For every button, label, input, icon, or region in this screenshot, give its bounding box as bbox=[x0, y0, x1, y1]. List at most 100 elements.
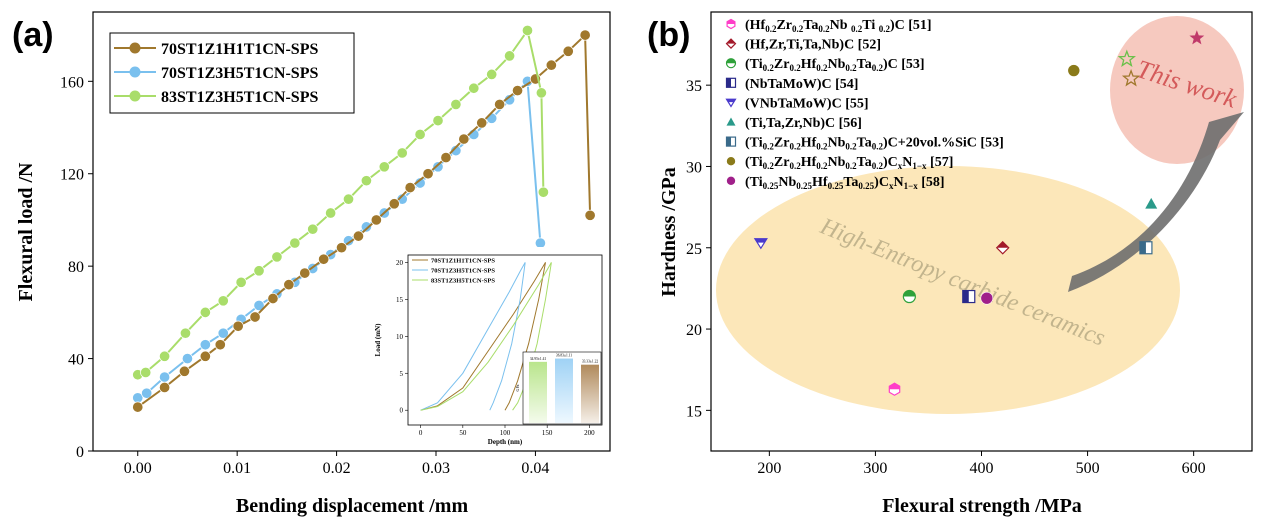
data-point-83ST1Z3H5T1CN-SPS bbox=[342, 193, 355, 205]
data-point-70ST1Z3H5T1CN-SPS bbox=[450, 145, 462, 157]
data-point-83ST1Z3H5T1CN-SPS bbox=[486, 68, 498, 80]
panel-b-ytick-label: 20 bbox=[686, 322, 702, 339]
inset-ytick-label: 10 bbox=[396, 333, 404, 341]
data-point-70ST1Z1H1T1CN-SPS bbox=[214, 339, 226, 351]
panel-b: (b) High-Entropy carbide ceramics This w… bbox=[647, 11, 1253, 517]
legend-label-70ST1Z1H1T1CN-SPS: 70ST1Z1H1T1CN-SPS bbox=[161, 41, 318, 58]
panel-b-ytick-label: 15 bbox=[686, 403, 702, 420]
data-point-83ST1Z3H5T1CN-SPS bbox=[307, 223, 319, 235]
legend-marker-sic-fill bbox=[726, 137, 731, 147]
panel-a-xtick-label: 0.00 bbox=[124, 460, 152, 477]
data-point-70ST1Z1H1T1CN-SPS bbox=[370, 214, 382, 226]
legend-marker-hfzr-fill bbox=[726, 39, 736, 44]
panel-a-legend-items: 70ST1Z1H1T1CN-SPS 70ST1Z3H5T1CN-SPS 83ST1Z… bbox=[114, 41, 318, 106]
data-point-70ST1Z3H5T1CN-SPS bbox=[360, 221, 372, 233]
legend-marker-83ST1Z3H5T1CN-SPS bbox=[129, 90, 141, 102]
marker-titazr-shape bbox=[1145, 197, 1158, 209]
inset-xlabel: Depth (nm) bbox=[488, 438, 523, 446]
data-point-83ST1Z3H5T1CN-SPS bbox=[235, 276, 247, 288]
panel-b-xtick-label: 500 bbox=[1076, 460, 1100, 477]
marker-nbta-fill bbox=[962, 290, 969, 303]
panel-a-label: (a) bbox=[12, 16, 54, 54]
inset-ytick-label: 0 bbox=[400, 407, 404, 415]
inset-loading-curve-83ST1Z3H5T1CN-SPS bbox=[420, 262, 552, 411]
data-point-83ST1Z3H5T1CN-SPS bbox=[396, 147, 408, 159]
inset-xtick-label: 200 bbox=[584, 429, 595, 437]
inset-xtick-label: 0 bbox=[419, 429, 423, 437]
marker-cn57-shape bbox=[1067, 64, 1081, 77]
panel-a-ticks: 0.00 0.01 0.02 0.03 0.04 0 40 80 120 160 bbox=[60, 74, 549, 477]
legend-marker-70ST1Z1H1T1CN-SPS bbox=[129, 42, 141, 54]
data-point-83ST1Z3H5T1CN-SPS bbox=[432, 115, 444, 127]
data-point-70ST1Z1H1T1CN-SPS bbox=[178, 365, 191, 377]
inset-xtick-label: 150 bbox=[542, 429, 553, 437]
data-point-70ST1Z1H1T1CN-SPS bbox=[584, 209, 596, 221]
marker-ti53 bbox=[902, 289, 916, 304]
marker-vnb-fill bbox=[754, 238, 767, 243]
data-point-83ST1Z3H5T1CN-SPS bbox=[378, 161, 390, 173]
panel-a-ytick-label: 160 bbox=[60, 74, 84, 91]
data-point-83ST1Z3H5T1CN-SPS bbox=[159, 350, 171, 362]
data-point-83ST1Z3H5T1CN-SPS bbox=[535, 87, 547, 99]
data-point-70ST1Z1H1T1CN-SPS bbox=[249, 311, 261, 323]
data-point-70ST1Z3H5T1CN-SPS bbox=[217, 327, 229, 339]
data-point-83ST1Z3H5T1CN-SPS bbox=[253, 265, 265, 277]
legend-marker-cn58-shape bbox=[726, 176, 736, 186]
panel-b-legend: (Hf0.2Zr0.2Ta0.2Nb 0.2Ti 0.2)C [51] (Hf,Z… bbox=[725, 18, 1004, 191]
inset-bar bbox=[529, 361, 547, 423]
inset-unloading-curve-70ST1Z3H5T1CN-SPS bbox=[489, 262, 526, 411]
data-point-83ST1Z3H5T1CN-SPS bbox=[140, 366, 152, 378]
marker-sic bbox=[1139, 241, 1153, 255]
inset-loading-curve-70ST1Z3H5T1CN-SPS bbox=[420, 262, 526, 411]
data-point-83ST1Z3H5T1CN-SPS bbox=[414, 128, 426, 141]
data-point-83ST1Z3H5T1CN-SPS bbox=[289, 237, 301, 249]
data-point-83ST1Z3H5T1CN-SPS bbox=[450, 98, 462, 110]
inset-ytick-label: 15 bbox=[396, 296, 404, 304]
marker-this1-shape bbox=[1189, 30, 1205, 45]
legend-marker-vnb bbox=[725, 98, 737, 108]
data-point-70ST1Z1H1T1CN-SPS bbox=[458, 133, 470, 145]
data-point-83ST1Z3H5T1CN-SPS bbox=[199, 306, 211, 318]
inset-legend: 70ST1Z1H1T1CN-SPS 70ST1Z3H5T1CN-SPS 83ST1Z… bbox=[412, 258, 495, 285]
marker-hf-fill bbox=[889, 383, 900, 390]
panel-a-ytick-label: 80 bbox=[68, 259, 84, 276]
inset-bar-label: 36.83±1.11 bbox=[556, 354, 572, 358]
data-point-70ST1Z1H1T1CN-SPS bbox=[476, 117, 488, 129]
marker-this3-shape bbox=[1121, 69, 1141, 87]
data-point-83ST1Z3H5T1CN-SPS bbox=[468, 82, 480, 94]
marker-this2 bbox=[1117, 49, 1136, 67]
panel-a-ytick-label: 0 bbox=[76, 444, 84, 461]
data-point-83ST1Z3H5T1CN-SPS bbox=[537, 186, 549, 198]
panel-a-legend: 70ST1Z1H1T1CN-SPS 70ST1Z3H5T1CN-SPS 83ST1Z… bbox=[109, 32, 355, 114]
inset-bar-axis-label: GPa bbox=[515, 384, 520, 391]
panel-b-ytick-label: 25 bbox=[686, 241, 702, 258]
panel-b-xlabel: Flexural strength /MPa bbox=[882, 495, 1082, 517]
inset-bar bbox=[555, 358, 573, 423]
data-point-70ST1Z3H5T1CN-SPS bbox=[141, 387, 153, 399]
legend-label-nbta: (NbTaMoW)C [54] bbox=[745, 77, 858, 92]
data-point-70ST1Z1H1T1CN-SPS bbox=[352, 230, 365, 242]
data-point-70ST1Z1H1T1CN-SPS bbox=[283, 279, 295, 291]
inset-ticks: 0 50 100 150 200 0 5 10 15 20 bbox=[396, 259, 595, 437]
legend-label-hfzr: (Hf,Zr,Ti,Ta,Nb)C [52] bbox=[745, 38, 881, 53]
data-point-70ST1Z3H5T1CN-SPS bbox=[342, 235, 355, 247]
data-point-83ST1Z3H5T1CN-SPS bbox=[325, 207, 337, 219]
legend-label-hf: (Hf0.2Zr0.2Ta0.2Nb 0.2Ti 0.2)C [51] bbox=[745, 18, 932, 34]
marker-hfzr-fill bbox=[996, 241, 1009, 248]
data-point-70ST1Z1H1T1CN-SPS bbox=[318, 253, 330, 265]
panel-a-xlabel: Bending displacement /mm bbox=[236, 495, 469, 517]
data-point-70ST1Z3H5T1CN-SPS bbox=[181, 353, 194, 365]
panel-b-ytick-label: 35 bbox=[686, 78, 702, 95]
marker-nbta bbox=[962, 289, 976, 304]
data-point-70ST1Z1H1T1CN-SPS bbox=[422, 168, 434, 180]
legend-marker-ti53 bbox=[725, 58, 737, 69]
data-point-83ST1Z3H5T1CN-SPS bbox=[360, 175, 372, 187]
panel-b-ticks: 200 300 400 500 600 15 20 25 30 35 bbox=[686, 78, 1206, 477]
data-point-70ST1Z1H1T1CN-SPS bbox=[579, 29, 591, 41]
marker-hfzr bbox=[995, 240, 1010, 255]
inset-xtick-label: 50 bbox=[459, 429, 467, 437]
panel-a-xtick-label: 0.01 bbox=[223, 460, 251, 477]
data-point-70ST1Z1H1T1CN-SPS bbox=[336, 242, 348, 254]
data-point-70ST1Z1H1T1CN-SPS bbox=[562, 45, 574, 57]
